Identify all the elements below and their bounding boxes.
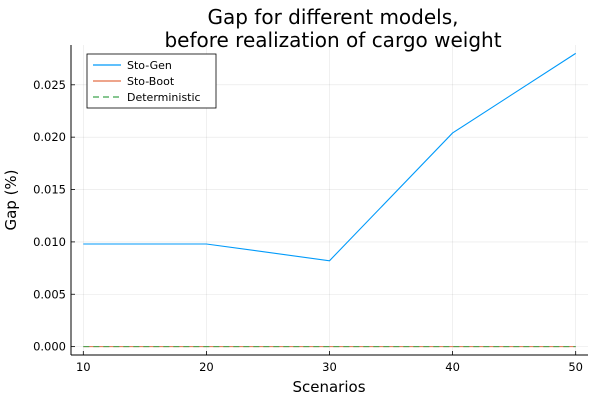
series-line-sto-gen	[83, 52, 576, 262]
legend-label-deterministic: Deterministic	[127, 91, 201, 104]
legend-label-sto-boot: Sto-Boot	[127, 75, 175, 88]
x-tick-label-1: 20	[199, 360, 214, 374]
y-axis-label: Gap (%)	[2, 169, 20, 230]
y-tick-label-2: 0.010	[33, 235, 66, 249]
chart-title-line-1: Gap for different models,	[207, 5, 458, 29]
x-tick-label-3: 40	[445, 360, 460, 374]
x-tick-label-2: 30	[322, 360, 337, 374]
x-axis-label: Scenarios	[292, 378, 365, 396]
y-tick-label-1: 0.005	[33, 287, 66, 301]
y-tick-label-0: 0.000	[33, 340, 66, 354]
y-tick-label-3: 0.015	[33, 183, 66, 197]
x-tick-label-4: 50	[568, 360, 583, 374]
legend-label-sto-gen: Sto-Gen	[127, 59, 172, 72]
x-tick-label-0: 10	[76, 360, 91, 374]
series-lines	[83, 52, 576, 348]
tick-labels: 10 20 30 40 50 0.000 0.005 0.010 0.015 0.020 0.025	[33, 78, 583, 374]
legend: Sto-Gen Sto-Boot Deterministic	[86, 53, 217, 109]
y-tick-label-5: 0.025	[33, 78, 66, 92]
chart-title-line-2: before realization of cargo weight	[164, 28, 501, 52]
axes	[70, 45, 588, 356]
y-tick-label-4: 0.020	[33, 130, 66, 144]
